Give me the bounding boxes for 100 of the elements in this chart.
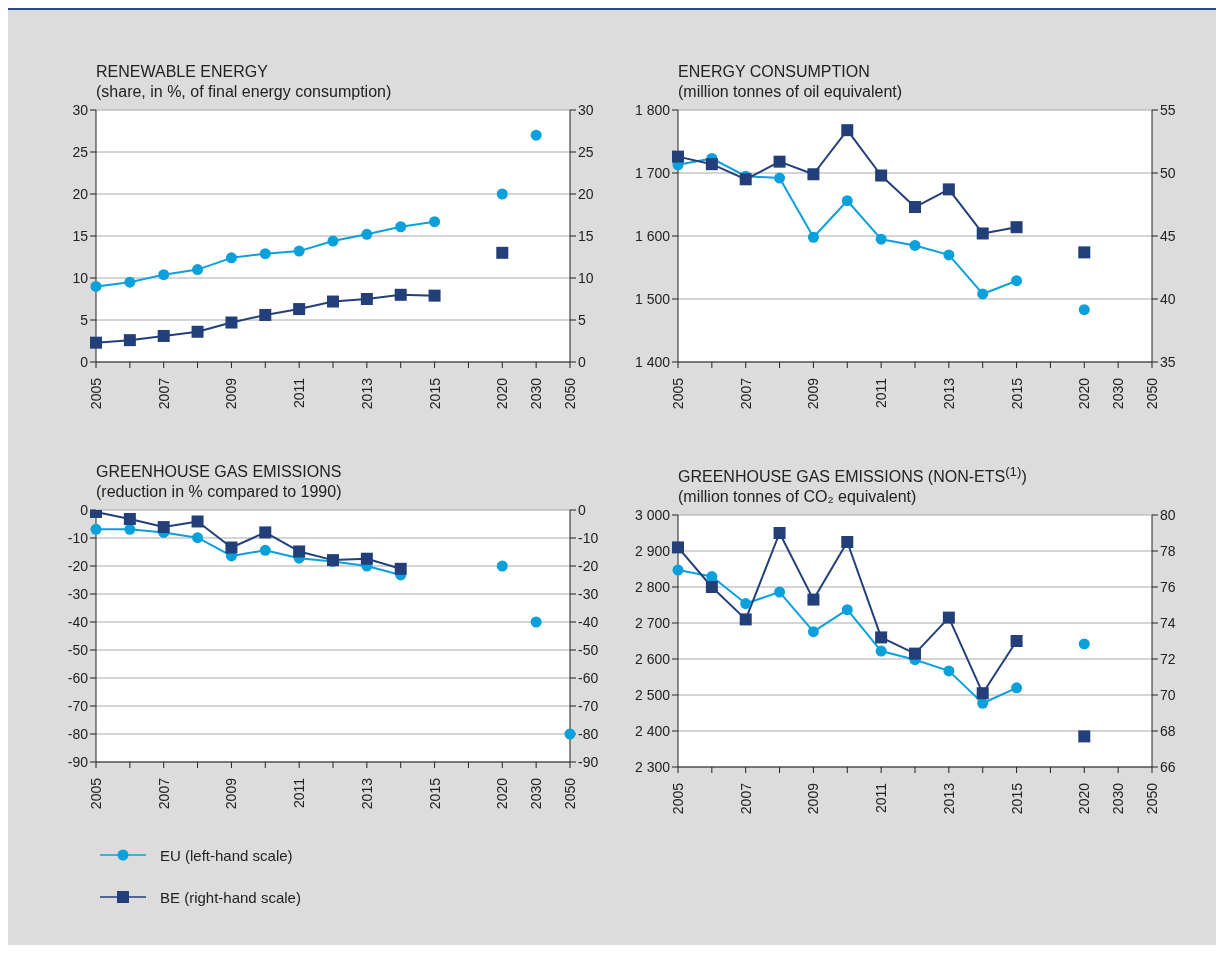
point <box>123 334 136 347</box>
point <box>739 613 752 626</box>
point <box>807 626 819 638</box>
point <box>429 216 441 228</box>
x-tick-label: 2050 <box>1144 377 1160 410</box>
y-tick-label: 15 <box>72 227 89 244</box>
chart-title: GREENHOUSE GAS EMISSIONS <box>96 463 342 480</box>
point <box>1078 246 1091 259</box>
point <box>361 228 373 240</box>
point <box>841 195 853 207</box>
x-tick-label: 2050 <box>562 377 578 410</box>
chart-subtitle: (share, in %, of final energy consumption) <box>96 83 392 100</box>
x-tick-label: 2020 <box>1076 377 1093 410</box>
x-tick-label: 2011 <box>291 777 308 809</box>
y-tick-label: 1 500 <box>634 290 671 307</box>
point <box>90 336 102 349</box>
point <box>530 616 542 628</box>
x-tick-label: 2013 <box>358 377 375 410</box>
y2-tick-label: 55 <box>1160 101 1176 118</box>
y-tick-label: -70 <box>67 697 89 714</box>
y2-tick-label: -60 <box>578 669 599 686</box>
y2-tick-label: -90 <box>578 753 599 770</box>
point <box>909 201 921 214</box>
point <box>428 289 441 302</box>
y2-tick-label: -70 <box>578 697 599 714</box>
y-tick-label: 0 <box>80 353 89 370</box>
point <box>942 611 955 624</box>
y2-tick-label: 78 <box>1160 543 1176 560</box>
point <box>395 221 407 233</box>
x-tick-label: 2005 <box>88 777 104 810</box>
point <box>394 562 407 575</box>
chart-subtitle: (million tonnes of oil equivalent) <box>678 83 903 100</box>
legend-label: EU (left-hand scale) <box>160 846 293 864</box>
legend-label: BE (right-hand scale) <box>160 888 301 906</box>
point <box>259 544 271 556</box>
point <box>841 124 854 137</box>
point <box>943 249 955 261</box>
point <box>360 552 373 565</box>
x-tick-label: 2013 <box>940 377 957 410</box>
x-tick-label: 2015 <box>1008 783 1025 815</box>
point <box>90 523 102 535</box>
point <box>157 521 170 534</box>
y-tick-label: 1 400 <box>634 353 671 370</box>
point <box>293 303 306 316</box>
y2-tick-label: 80 <box>1160 507 1176 524</box>
x-tick-label: 2020 <box>494 377 511 410</box>
y-tick-label: 2 600 <box>634 651 671 668</box>
y-tick-label: -90 <box>67 753 89 770</box>
y-tick-label: 2 900 <box>634 543 671 560</box>
x-tick-label: 2030 <box>1110 783 1127 815</box>
point <box>192 264 204 276</box>
point <box>807 593 820 606</box>
x-tick-label: 2009 <box>223 777 240 810</box>
x-tick-label: 2013 <box>940 783 957 815</box>
y2-tick-label: 40 <box>1160 290 1176 307</box>
x-tick-label: 2005 <box>670 377 686 410</box>
y-tick-label: 1 800 <box>634 101 671 118</box>
x-tick-label: 2007 <box>155 777 172 810</box>
x-tick-label: 2009 <box>223 377 240 410</box>
y-tick-label: 30 <box>72 101 89 118</box>
point <box>225 541 238 554</box>
y2-tick-label: 66 <box>1160 759 1176 776</box>
y-tick-label: -40 <box>67 613 89 630</box>
point <box>672 541 684 554</box>
x-tick-label: 2020 <box>494 777 511 810</box>
point <box>807 231 819 243</box>
y-tick-label: -80 <box>67 725 89 742</box>
x-tick-label: 2009 <box>805 783 822 815</box>
y2-tick-label: -80 <box>578 725 599 742</box>
point <box>705 581 718 594</box>
point <box>875 631 888 644</box>
point <box>841 604 853 616</box>
y2-tick-label: 50 <box>1160 164 1176 181</box>
y2-tick-label: 30 <box>578 101 594 118</box>
point <box>293 545 306 558</box>
point <box>875 645 887 657</box>
y2-tick-label: 45 <box>1160 227 1176 244</box>
y2-tick-label: -40 <box>578 613 599 630</box>
point <box>259 248 271 260</box>
point <box>530 129 542 141</box>
x-tick-label: 2015 <box>1008 377 1025 410</box>
y-tick-label: -30 <box>67 585 89 602</box>
y2-tick-label: 15 <box>578 227 594 244</box>
x-tick-label: 2020 <box>1076 783 1093 815</box>
point <box>943 665 955 677</box>
y2-tick-label: -30 <box>578 585 599 602</box>
x-tick-label: 2009 <box>805 377 822 410</box>
y-tick-label: -60 <box>67 669 89 686</box>
point <box>841 536 854 549</box>
x-tick-label: 2015 <box>426 777 443 810</box>
chart-subtitle: (reduction in % compared to 1990) <box>96 483 342 500</box>
point <box>124 523 136 535</box>
y2-tick-label: 5 <box>578 311 586 328</box>
y2-tick-label: 72 <box>1160 651 1176 668</box>
point <box>327 295 339 308</box>
point <box>496 188 508 200</box>
chart-title: ENERGY CONSUMPTION <box>678 63 870 80</box>
y-tick-label: -50 <box>67 641 89 658</box>
chart-title: GREENHOUSE GAS EMISSIONS (NON-ETS$^{(1)}$) <box>678 464 1027 486</box>
point <box>672 564 684 576</box>
